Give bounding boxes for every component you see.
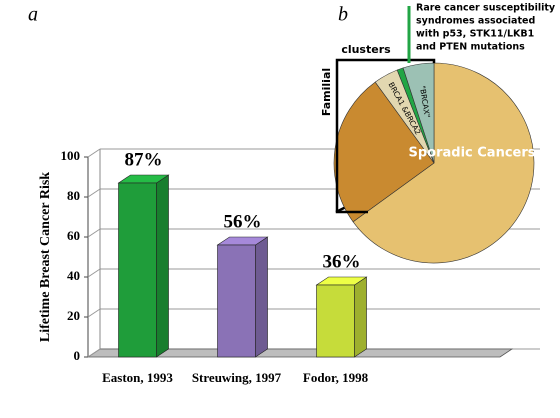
- bar: [118, 182, 157, 358]
- y-tick-label: 60: [67, 228, 80, 243]
- y-tick-label: 0: [74, 348, 81, 363]
- y-axis-label: Lifetime Breast Cancer Risk: [38, 172, 53, 342]
- grid-line: [87, 308, 101, 318]
- pie-slice: [352, 62, 535, 264]
- y-tick-label: 80: [67, 188, 80, 203]
- value-label: 36%: [323, 251, 361, 272]
- panel-label: a: [28, 4, 38, 26]
- familial-bracket: [335, 58, 436, 214]
- panel-label: b: [338, 4, 348, 26]
- annotation: with p53, STK11/LKB1: [416, 29, 534, 40]
- pie: [333, 62, 535, 264]
- grid-line: [87, 348, 101, 358]
- grid-line: [87, 148, 101, 158]
- grid-line: [87, 228, 101, 238]
- annotation: Rare cancer susceptibility: [416, 3, 556, 14]
- annotation: syndromes associated: [416, 16, 535, 27]
- value-label: 56%: [224, 211, 262, 232]
- annotation: Familial: [320, 68, 333, 116]
- bar-side: [354, 276, 367, 358]
- slice-label: Sporadic Cancers: [408, 146, 535, 161]
- y-tick-label: 20: [67, 308, 80, 323]
- x-tick-label: Fodor, 1998: [303, 370, 369, 385]
- annotation: and PTEN mutations: [416, 42, 525, 53]
- bar: [316, 284, 355, 358]
- value-label: 87%: [125, 149, 163, 170]
- x-tick-label: Streuwing, 1997: [192, 370, 282, 385]
- pie-slice: [333, 81, 435, 223]
- y-tick-label: 100: [61, 148, 81, 163]
- bar-side: [255, 236, 268, 358]
- bar-side: [156, 174, 169, 358]
- grid-line: [87, 188, 101, 198]
- x-tick-label: Easton, 1993: [102, 370, 173, 385]
- bar: [217, 244, 256, 358]
- annotation: clusters: [341, 43, 391, 56]
- grid-line: [87, 268, 101, 278]
- y-tick-label: 40: [67, 268, 80, 283]
